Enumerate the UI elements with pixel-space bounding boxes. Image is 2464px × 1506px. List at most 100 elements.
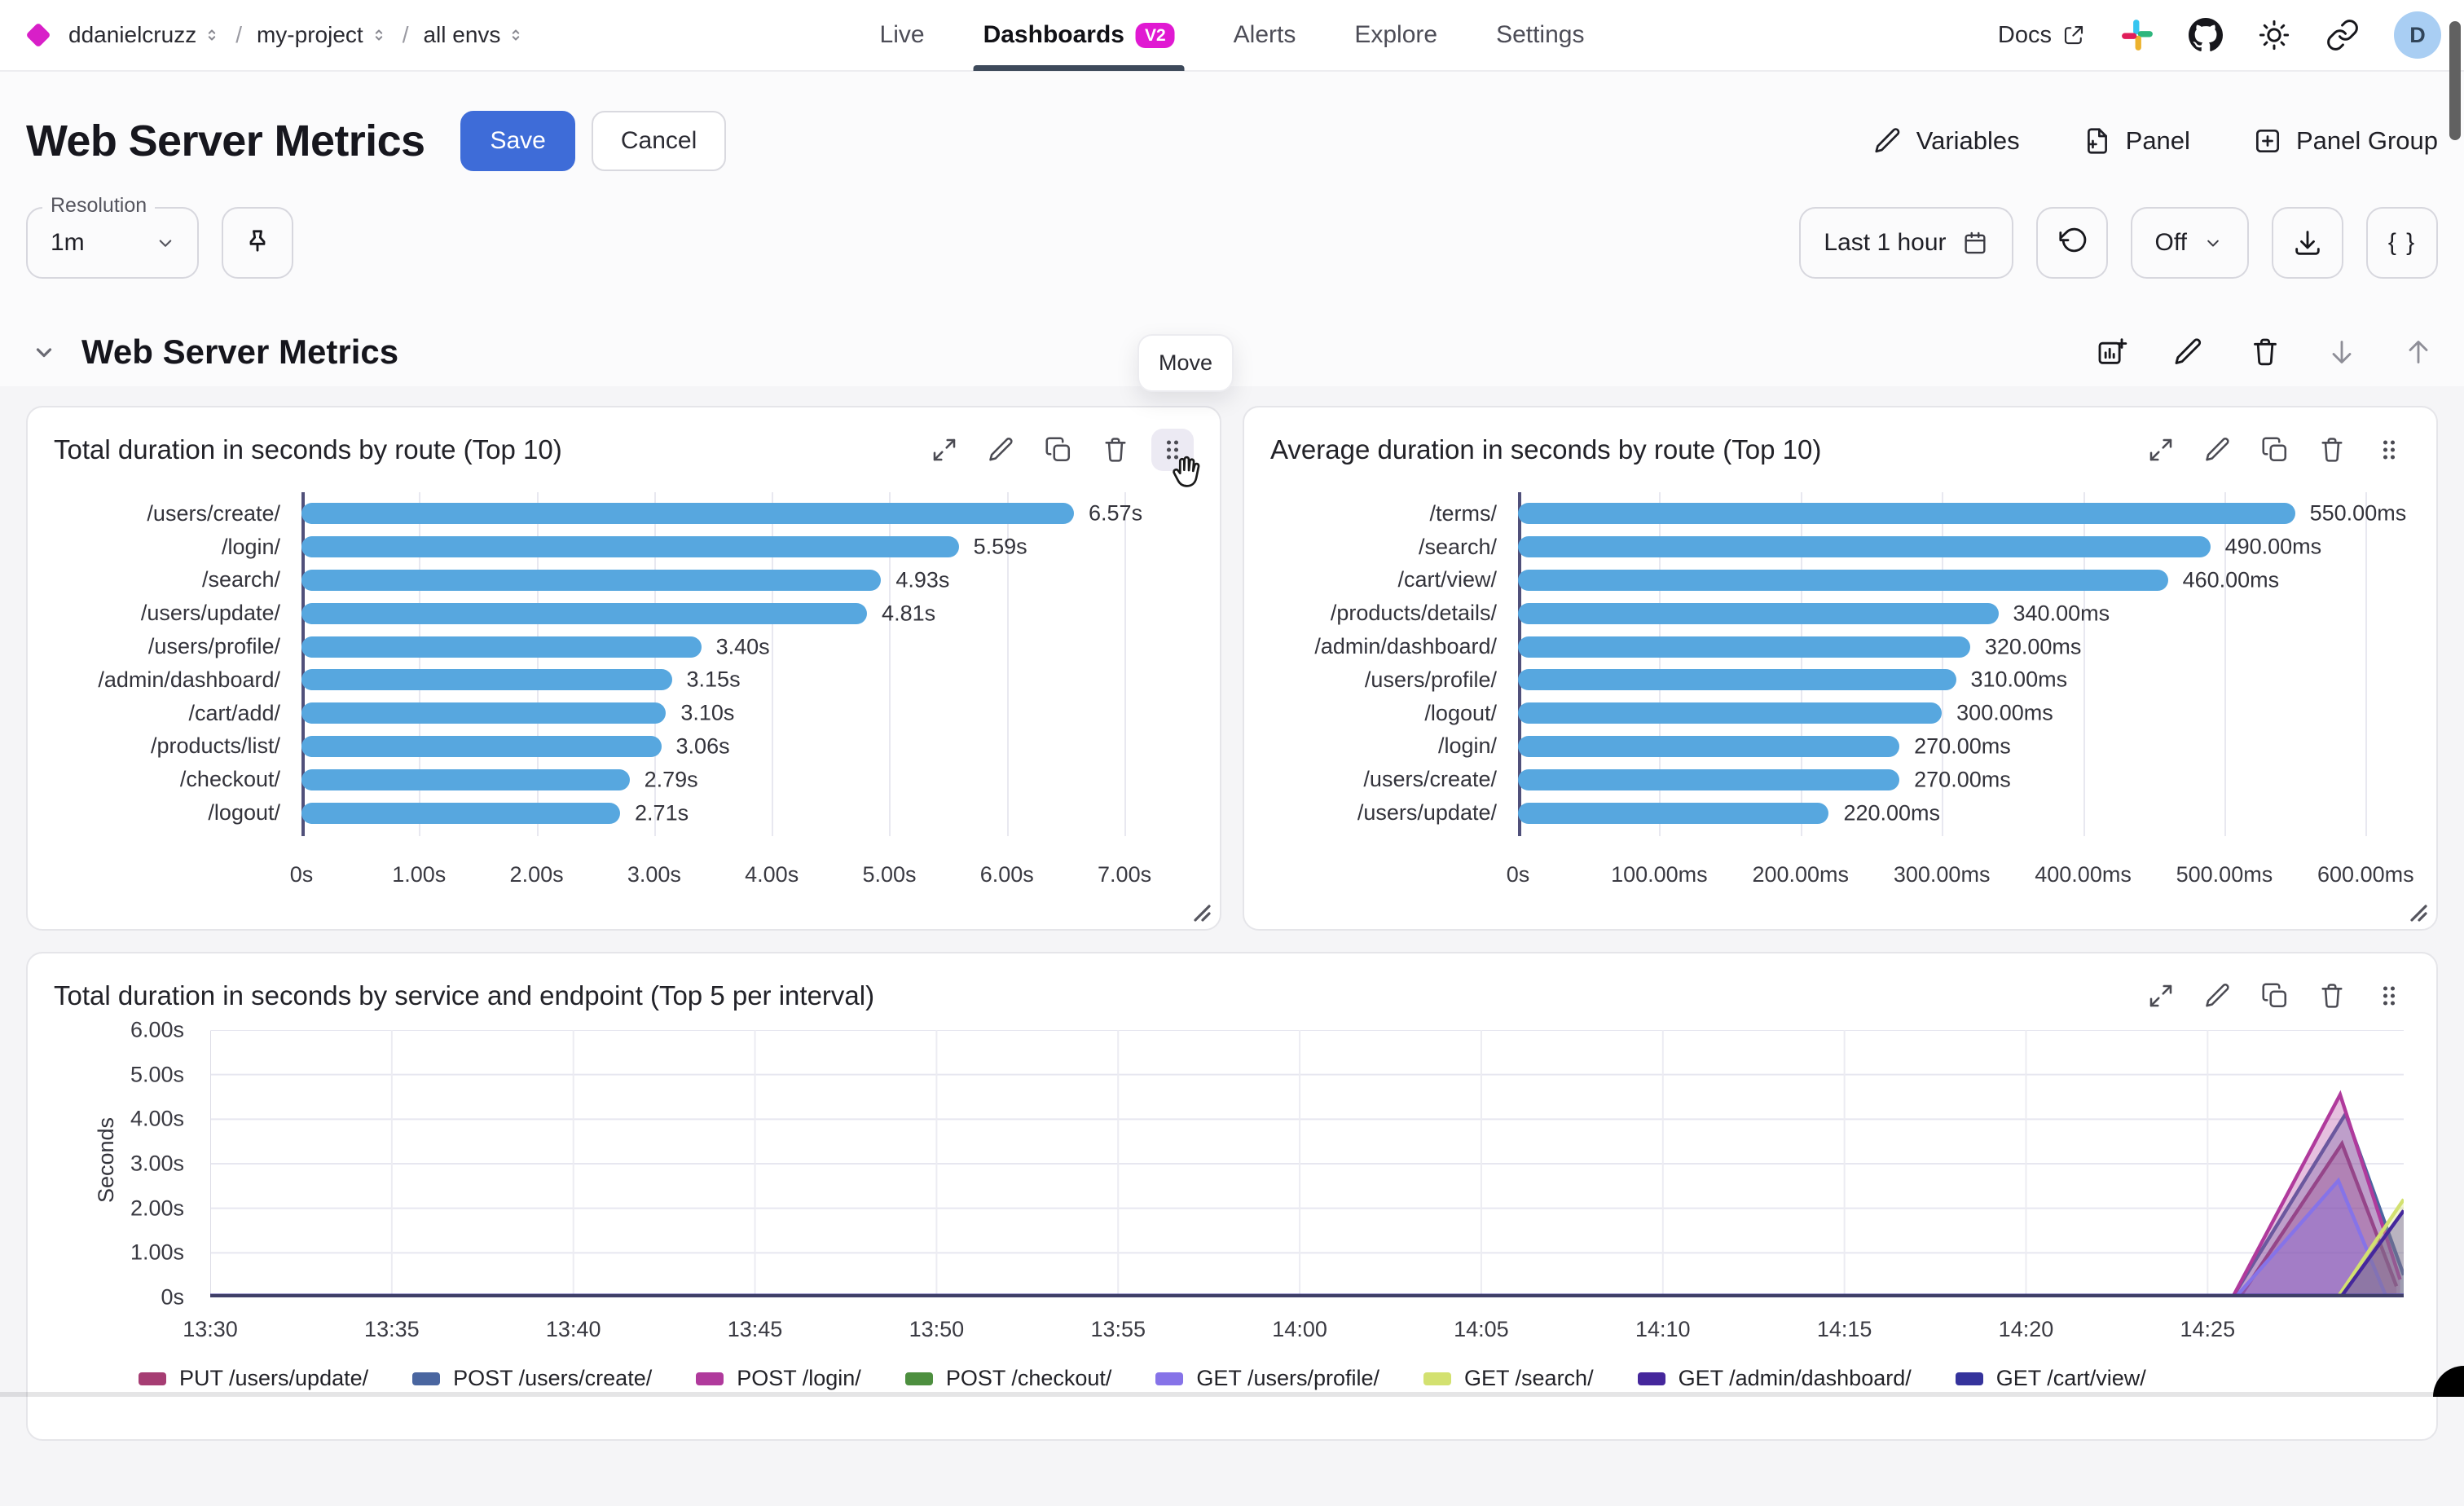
bar-value-label: 460.00ms — [2182, 567, 2280, 592]
bar[interactable] — [301, 702, 667, 724]
delete-trash-icon[interactable] — [2311, 975, 2353, 1017]
add-panel-group-button[interactable]: Panel Group — [2252, 126, 2438, 156]
legend-swatch — [696, 1372, 724, 1385]
bar[interactable] — [1518, 669, 1956, 691]
bar[interactable] — [1518, 503, 2295, 525]
panel-duration-by-service-endpoint: Total duration in seconds by service and… — [26, 952, 2438, 1441]
nav-tab-label: Settings — [1496, 21, 1585, 48]
move-group-down-icon[interactable] — [2325, 336, 2358, 368]
edit-group-pencil-icon[interactable] — [2172, 336, 2205, 368]
bar[interactable] — [301, 569, 882, 591]
expand-icon[interactable] — [2140, 975, 2182, 1017]
bar[interactable] — [1518, 636, 1970, 658]
edit-pencil-icon[interactable] — [2197, 975, 2239, 1017]
breadcrumb-org-label: ddanielcruzz — [68, 22, 197, 47]
theme-toggle-sun-icon[interactable] — [2257, 18, 2291, 52]
nav-tab-settings[interactable]: Settings — [1496, 0, 1584, 71]
github-icon[interactable] — [2189, 18, 2223, 52]
edit-pencil-icon[interactable] — [980, 429, 1023, 471]
pin-button[interactable] — [222, 207, 293, 279]
expand-icon[interactable] — [923, 429, 966, 471]
bar[interactable] — [301, 735, 662, 757]
nav-tab-explore[interactable]: Explore — [1354, 0, 1437, 71]
delete-trash-icon[interactable] — [1094, 429, 1137, 471]
x-axis-tick-label: 400.00ms — [2035, 861, 2132, 887]
plot-area[interactable] — [210, 1030, 2404, 1297]
expand-icon[interactable] — [2140, 429, 2182, 471]
bar[interactable] — [301, 602, 868, 624]
duplicate-copy-icon[interactable] — [1037, 429, 1080, 471]
legend-item[interactable]: GET /admin/dashboard/ — [1637, 1366, 1912, 1391]
line-chart-duration-over-time[interactable]: Seconds 0s 1.00s 2.00s 3.00s 4.00s 5.00s 6.00s… — [54, 1018, 2410, 1391]
panel-resize-handle-icon[interactable] — [2409, 903, 2428, 923]
series-line[interactable] — [210, 1114, 2404, 1297]
move-group-up-icon[interactable] — [2402, 336, 2435, 368]
bar[interactable] — [301, 768, 630, 790]
bar[interactable] — [1518, 735, 1900, 757]
bar[interactable] — [301, 802, 621, 824]
vertical-scrollbar-thumb[interactable] — [2449, 21, 2461, 140]
legend-item[interactable]: POST /checkout/ — [904, 1366, 1111, 1391]
bar[interactable] — [1518, 702, 1943, 724]
legend-item[interactable]: GET /cart/view/ — [1955, 1366, 2146, 1391]
nav-tab-live[interactable]: Live — [880, 0, 925, 71]
duplicate-copy-icon[interactable] — [2254, 975, 2296, 1017]
series-line[interactable] — [210, 1094, 2400, 1297]
bar[interactable] — [301, 636, 702, 658]
duplicate-copy-icon[interactable] — [2254, 429, 2296, 471]
edit-pencil-icon[interactable] — [2197, 429, 2239, 471]
legend-item[interactable]: GET /users/profile/ — [1155, 1366, 1379, 1391]
bar-chart-average-duration[interactable]: /terms/550.00ms/search/490.00ms/cart/vie… — [1270, 492, 2414, 905]
cancel-button[interactable]: Cancel — [591, 111, 727, 171]
auto-refresh-select[interactable]: Off — [2130, 207, 2249, 279]
bar-category-label: /cart/view/ — [1397, 567, 1497, 592]
drag-handle-icon[interactable] — [2368, 429, 2410, 471]
series-line[interactable] — [210, 1200, 2404, 1297]
docs-link[interactable]: Docs — [1998, 22, 2086, 49]
time-range-button[interactable]: Last 1 hour — [1799, 207, 2013, 279]
drag-handle-icon[interactable] — [2368, 975, 2410, 1017]
refresh-button[interactable] — [2035, 207, 2108, 279]
download-button[interactable] — [2272, 207, 2343, 279]
breadcrumb-project[interactable]: my-project — [257, 22, 388, 48]
bar[interactable] — [301, 503, 1075, 525]
share-link-icon[interactable] — [2325, 18, 2360, 52]
bar[interactable] — [1518, 536, 2211, 558]
bar[interactable] — [301, 669, 672, 691]
bar[interactable] — [1518, 602, 1999, 624]
nav-tab-dashboards[interactable]: Dashboards V2 — [973, 0, 1184, 71]
legend-item[interactable]: GET /search/ — [1423, 1366, 1594, 1391]
legend-item[interactable]: POST /users/create/ — [412, 1366, 652, 1391]
bar[interactable] — [1518, 802, 1829, 824]
bar-chart-total-duration[interactable]: /users/create/6.57s/login/5.59s/search/4… — [54, 492, 1194, 905]
save-button[interactable]: Save — [460, 111, 575, 171]
panel-resize-handle-icon[interactable] — [1192, 903, 1212, 923]
json-braces-button[interactable]: { } — [2366, 207, 2438, 279]
delete-group-trash-icon[interactable] — [2249, 336, 2281, 368]
add-chart-icon[interactable] — [2096, 336, 2128, 368]
series-line[interactable] — [210, 1181, 2404, 1297]
series-line[interactable] — [210, 1143, 2396, 1297]
user-avatar[interactable]: D — [2394, 11, 2441, 59]
bar[interactable] — [1518, 768, 1900, 790]
breadcrumb-org[interactable]: ddanielcruzz — [68, 22, 221, 48]
add-panel-button[interactable]: Panel — [2082, 126, 2190, 156]
variables-button[interactable]: Variables — [1872, 126, 2020, 156]
resolution-select[interactable]: Resolution 1m — [26, 194, 199, 279]
legend-item[interactable]: PUT /users/update/ — [139, 1366, 368, 1391]
slack-icon[interactable] — [2120, 18, 2154, 52]
delete-trash-icon[interactable] — [2311, 429, 2353, 471]
bar-value-label: 3.15s — [686, 667, 741, 692]
app-logo-icon[interactable] — [25, 22, 51, 48]
y-axis-ticks: 0s 1.00s 2.00s 3.00s 4.00s 5.00s 6.00s — [83, 1018, 197, 1310]
bar[interactable] — [301, 536, 959, 558]
nav-tab-alerts[interactable]: Alerts — [1234, 0, 1296, 71]
bar[interactable] — [1518, 569, 2168, 591]
breadcrumb-env[interactable]: all envs — [423, 22, 525, 48]
y-axis-tick-label: 1.00s — [130, 1240, 184, 1265]
panel-title: Total duration in seconds by route (Top … — [54, 434, 562, 465]
legend-item[interactable]: POST /login/ — [696, 1366, 861, 1391]
x-axis-tick-label: 14:05 — [1454, 1317, 1509, 1341]
collapse-chevron-icon[interactable] — [29, 337, 59, 367]
drag-handle-icon[interactable] — [1151, 429, 1200, 487]
